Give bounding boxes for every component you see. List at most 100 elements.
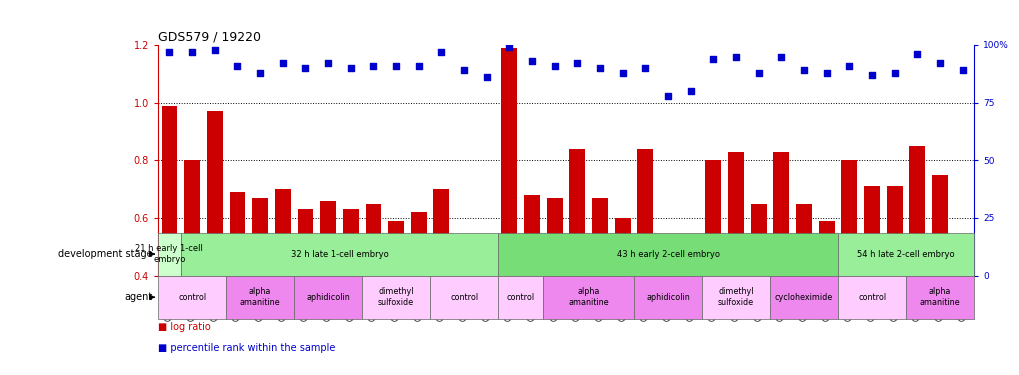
Point	[320, 60, 336, 66]
Point	[659, 93, 676, 99]
Text: control: control	[449, 292, 478, 302]
Bar	[637, 149, 653, 375]
Bar	[411, 212, 426, 375]
Point	[524, 58, 540, 64]
Bar	[274, 189, 290, 375]
Point	[591, 65, 607, 71]
Bar	[161, 105, 177, 375]
Point	[433, 49, 449, 55]
Point	[500, 44, 517, 50]
Text: control: control	[857, 292, 886, 302]
Point	[931, 60, 948, 66]
Point	[297, 65, 313, 71]
Bar	[701, 276, 769, 319]
Point	[207, 46, 223, 53]
Bar	[433, 189, 449, 375]
Text: agent: agent	[124, 292, 153, 302]
Bar	[497, 232, 838, 276]
Bar	[705, 160, 720, 375]
Point	[772, 54, 789, 60]
Bar	[226, 276, 293, 319]
Bar	[614, 218, 630, 375]
Bar	[293, 276, 362, 319]
Point	[614, 70, 631, 76]
Bar	[180, 232, 497, 276]
Point	[637, 65, 653, 71]
Bar	[796, 204, 811, 375]
Bar	[543, 276, 634, 319]
Point	[682, 88, 698, 94]
Point	[818, 70, 835, 76]
Text: alpha
amanitine: alpha amanitine	[568, 288, 608, 307]
Text: ■ percentile rank within the sample: ■ percentile rank within the sample	[158, 343, 335, 353]
Text: dimethyl
sulfoxide: dimethyl sulfoxide	[378, 288, 414, 307]
Text: 32 h late 1-cell embryo: 32 h late 1-cell embryo	[290, 250, 388, 259]
Bar	[365, 204, 381, 375]
Point	[455, 68, 472, 74]
Bar	[569, 149, 585, 375]
Bar	[455, 235, 472, 375]
Bar	[298, 209, 313, 375]
Bar	[841, 160, 857, 375]
Point	[863, 72, 879, 78]
Bar	[207, 111, 222, 375]
Point	[569, 60, 585, 66]
Bar	[886, 186, 902, 375]
Point	[411, 63, 427, 69]
Text: control: control	[178, 292, 206, 302]
Text: control: control	[506, 292, 534, 302]
Point	[795, 68, 811, 74]
Bar	[659, 258, 676, 375]
Bar	[158, 232, 180, 276]
Bar	[362, 276, 430, 319]
Bar	[728, 152, 743, 375]
Point	[886, 70, 902, 76]
Bar	[863, 186, 879, 375]
Text: aphidicolin: aphidicolin	[646, 292, 689, 302]
Point	[252, 70, 268, 76]
Bar	[158, 276, 226, 319]
Point	[841, 63, 857, 69]
Text: alpha
amanitine: alpha amanitine	[239, 288, 280, 307]
Bar	[769, 276, 838, 319]
Bar	[838, 232, 973, 276]
Text: GDS579 / 19220: GDS579 / 19220	[158, 31, 261, 44]
Text: aphidicolin: aphidicolin	[306, 292, 350, 302]
Bar	[501, 48, 517, 375]
Bar	[905, 276, 973, 319]
Text: dimethyl
sulfoxide: dimethyl sulfoxide	[717, 288, 753, 307]
Point	[546, 63, 562, 69]
Text: 54 h late 2-cell embryo: 54 h late 2-cell embryo	[856, 250, 954, 259]
Bar	[931, 175, 947, 375]
Point	[387, 63, 404, 69]
Bar	[592, 198, 607, 375]
Point	[704, 56, 720, 62]
Point	[750, 70, 766, 76]
Point	[954, 68, 970, 74]
Bar	[772, 152, 789, 375]
Bar	[954, 255, 970, 375]
Point	[365, 63, 381, 69]
Bar	[342, 209, 359, 375]
Text: alpha
amanitine: alpha amanitine	[919, 288, 960, 307]
Point	[161, 49, 177, 55]
Point	[908, 51, 924, 57]
Bar	[524, 195, 539, 375]
Bar	[818, 221, 834, 375]
Bar	[388, 221, 404, 375]
Bar	[252, 198, 268, 375]
Point	[274, 60, 290, 66]
Bar	[682, 247, 698, 375]
Text: ■ log ratio: ■ log ratio	[158, 322, 211, 333]
Bar	[430, 276, 497, 319]
Bar	[184, 160, 200, 375]
Text: development stage: development stage	[58, 249, 153, 259]
Bar	[909, 146, 924, 375]
Point	[183, 49, 200, 55]
Point	[728, 54, 744, 60]
Bar	[750, 204, 766, 375]
Text: cycloheximide: cycloheximide	[774, 292, 833, 302]
Bar	[546, 198, 562, 375]
Bar	[497, 276, 543, 319]
Bar	[320, 201, 335, 375]
